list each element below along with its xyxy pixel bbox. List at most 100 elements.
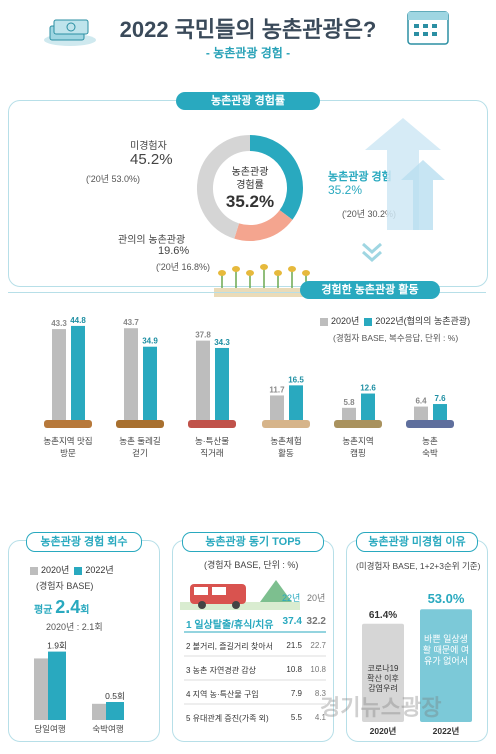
activity-bar-2020-3 [270,395,284,420]
count-pill: 농촌관광 경험 회수 [26,532,142,552]
activities-note: (경험자 BASE, 복수응답, 단위 : %) [333,333,459,343]
reason-bar-1 [420,609,472,722]
activity-value-2020-5: 6.4 [415,397,427,406]
activity-value-2022-0: 44.8 [70,316,86,325]
activity-bar-2020-2 [196,340,210,420]
activity-label-0-line1: 농촌지역 맛집 [43,436,92,446]
count-legend-2020: 2020년 [41,565,70,575]
motive-col-22: 22년 [282,593,301,603]
chevron-down-icon [362,242,382,263]
motive-dividers [184,631,326,705]
count-bar-2022-1 [106,702,124,720]
activity-label-4-line2: 캠핑 [350,448,366,458]
camper-van-illustration [180,580,300,610]
count-legend-2022: 2022년 [85,565,114,575]
motive-row-4: 4 지역 농·특산물 구입 7.9 8.3 [186,689,326,700]
reason-2020-text: 코로나19 확산 이후 감염우려 [367,664,399,693]
donut-slice-broad [234,209,293,241]
activity-label-3-line2: 활동 [278,448,294,458]
motive-row-3-v20: 10.8 [310,665,326,674]
activity-illustration-3 [262,420,310,428]
reason-label-1: 2022년 [433,726,460,736]
activity-value-2022-4: 12.6 [360,384,376,393]
donut-center-value: 35.2% [225,192,275,211]
count-bar-2022-0 [48,651,66,720]
activity-label-5-line1: 농촌 [422,436,438,446]
motive-row-2-v20: 22.7 [310,641,326,650]
activity-value-2022-1: 34.9 [142,337,158,346]
motive-row-4-label: 4 지역 농·특산물 구입 [186,690,259,699]
count-bar-2020-1 [92,703,106,720]
activity-bar-2020-4 [342,407,356,420]
broad-tourism-label: 관의의 농촌관광 [118,235,186,246]
activity-bar-2020-5 [414,406,428,420]
activity-bar-2022-4 [361,393,375,420]
activity-bar-2020-1 [124,328,138,420]
motive-col-20: 20년 [307,593,326,603]
activity-label-1-line2: 걷기 [132,448,148,458]
activity-label-1-line1: 농촌 둘레길 [119,436,160,446]
broad-tourism-value: 19.6% [158,245,190,257]
experienced-value: 35.2% [328,183,363,197]
reason-value-1: 53.0% [428,591,465,606]
activity-bar-2022-0 [71,325,85,420]
motive-row-5-v20: 4.1 [314,713,326,722]
experienced-prev: ('20년 30.2%) [342,209,397,219]
activity-value-2020-3: 11.7 [269,385,285,394]
page-title: 2022 국민들의 농촌관광은? [119,17,377,42]
growth-arrows-icon [365,118,445,230]
legend-2020-swatch [320,317,328,326]
reason-bar-0 [362,623,404,722]
motive-row-3-v22: 10.8 [286,665,302,674]
motive-row-2: 2 볼거리, 즐길거리 찾아서 21.5 22.7 [186,641,326,652]
activity-bar-2022-2 [215,347,229,420]
activity-bar-2022-3 [289,385,303,420]
motive-row-4-v22: 7.9 [290,689,302,698]
activity-bar-2020-0 [52,329,66,420]
non-experienced-prev: ('20년 53.0%) [86,174,141,184]
legend-2022-swatch [364,317,373,326]
motive-row-2-label: 2 볼거리, 즐길거리 찾아서 [186,642,273,651]
motive-row-3-label: 3 농촌 자연경관 감상 [186,666,256,675]
activity-illustration-0 [44,420,92,428]
activities-legend: 2020년 2022년(협의의 농촌관광) [320,314,470,327]
reason-2022-text: 바쁜 일상생활 때문에 여유가 없어서 [422,634,470,666]
activity-illustration-4 [334,420,382,428]
count-prev: 2020년 : 2.1회 [46,622,103,632]
activity-label-2-line1: 농·특산물 [195,436,229,446]
non-experienced-label: 미경험자 [130,141,167,152]
non-experienced-value: 45.2% [130,151,173,168]
money-stack-icon [44,19,96,46]
activity-label-0-line2: 방문 [60,448,76,458]
activity-label-4-line1: 농촌지역 [342,436,373,446]
activity-value-2020-0: 43.3 [51,319,67,328]
count-label-1: 숙박여행 [92,724,123,734]
activity-value-2020-4: 5.8 [343,398,355,407]
experienced-label: 농촌관광 경험 [328,171,392,183]
activities-panel [8,292,486,480]
count-value-0: 1.9회 [47,641,67,651]
watermark: 경기뉴스광장 [320,695,442,720]
page-subtitle: - 농촌관광 경험 - [205,46,291,60]
calendar-icon [407,11,449,45]
count-legend-2022-swatch [74,566,83,575]
activity-label-2-line2: 직거래 [200,448,223,458]
motive-panel [172,540,334,742]
broad-tourism-prev: ('20년 16.8%) [156,262,211,272]
count-average-label: 평균 [34,605,53,616]
count-average: 평균 2.4회 [34,597,89,618]
legend-2022-label: 2022년(협의의 농촌관광) [375,316,471,326]
activity-bar-2022-1 [143,346,157,420]
activity-value-2020-2: 37.8 [195,331,211,340]
donut-slice-non [197,135,251,239]
donut-slice-experienced [249,135,303,220]
motive-pill: 농촌관광 동기 TOP5 [182,532,324,552]
motive-note: (경험자 BASE, 단위 : %) [204,560,299,570]
count-legend: 2020년 2022년 [30,563,114,576]
activity-value-2022-5: 7.6 [434,394,446,403]
activity-label-3-line1: 농촌체험 [270,436,301,446]
count-label-0: 당일여행 [34,724,65,734]
